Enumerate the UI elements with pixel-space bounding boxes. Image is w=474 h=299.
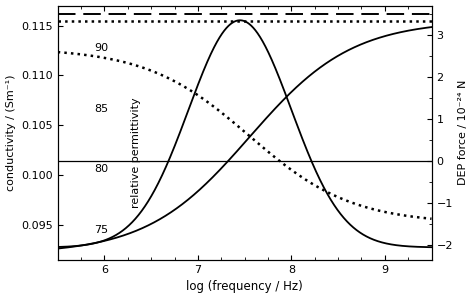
- Text: 90: 90: [94, 43, 108, 53]
- Y-axis label: conductivity / (Sm⁻¹): conductivity / (Sm⁻¹): [6, 74, 16, 191]
- Text: 80: 80: [94, 164, 108, 174]
- X-axis label: log (frequency / Hz): log (frequency / Hz): [186, 280, 303, 293]
- Text: 75: 75: [94, 225, 108, 235]
- Text: 85: 85: [94, 103, 108, 114]
- Y-axis label: DEP force / 10⁻²⁴ N: DEP force / 10⁻²⁴ N: [458, 80, 468, 185]
- Text: relative permittivity: relative permittivity: [131, 98, 141, 208]
